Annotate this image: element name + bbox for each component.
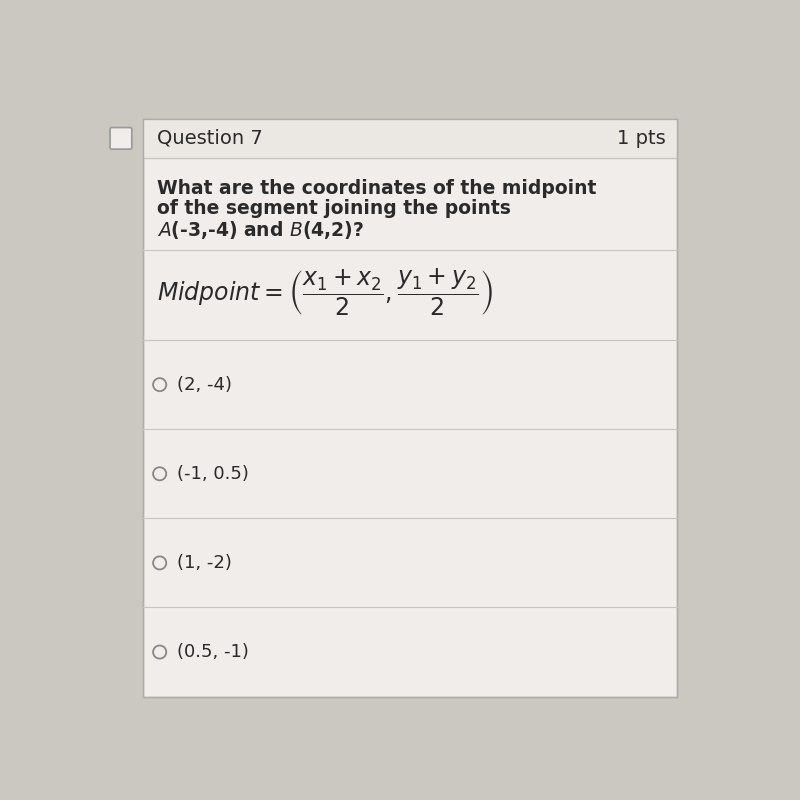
Text: of the segment joining the points: of the segment joining the points xyxy=(157,199,510,218)
FancyBboxPatch shape xyxy=(110,127,132,149)
FancyBboxPatch shape xyxy=(142,119,678,697)
Text: $\mathit{Midpoint} = \left(\dfrac{x_1 + x_2}{2},\dfrac{y_1 + y_2}{2}\right)$: $\mathit{Midpoint} = \left(\dfrac{x_1 + … xyxy=(157,267,493,318)
Text: (0.5, -1): (0.5, -1) xyxy=(177,643,249,661)
Text: What are the coordinates of the midpoint: What are the coordinates of the midpoint xyxy=(157,179,596,198)
Text: $\mathbf{\mathit{A}}$(-3,-4) and $\mathbf{\mathit{B}}$(4,2)?: $\mathbf{\mathit{A}}$(-3,-4) and $\mathb… xyxy=(157,219,364,242)
Text: (1, -2): (1, -2) xyxy=(177,554,232,572)
FancyBboxPatch shape xyxy=(142,119,678,158)
Text: (-1, 0.5): (-1, 0.5) xyxy=(177,465,249,482)
Text: Question 7: Question 7 xyxy=(157,129,262,148)
Text: 1 pts: 1 pts xyxy=(617,129,666,148)
Text: (2, -4): (2, -4) xyxy=(177,376,232,394)
